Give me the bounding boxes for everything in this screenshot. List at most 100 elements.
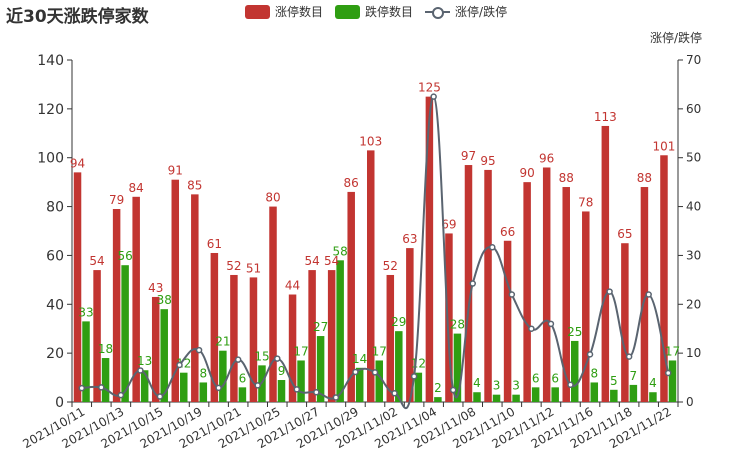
bar-down xyxy=(512,394,520,402)
data-label-up: 52 xyxy=(226,259,241,273)
data-label-up: 88 xyxy=(559,171,574,185)
y2-tick-label: 10 xyxy=(686,346,701,360)
bar-down xyxy=(101,358,110,402)
data-label-up: 103 xyxy=(359,134,382,148)
bar-up xyxy=(191,194,199,402)
data-label-up: 88 xyxy=(637,171,652,185)
data-label-down: 12 xyxy=(411,357,426,371)
bar-up xyxy=(288,294,297,402)
data-label-down: 17 xyxy=(665,344,680,358)
data-label-up: 91 xyxy=(168,164,183,178)
ratio-point xyxy=(508,291,516,298)
bar-up xyxy=(464,165,473,402)
data-label-down: 58 xyxy=(333,244,348,258)
legend-item-down[interactable]: 跌停数目 xyxy=(335,3,413,20)
ratio-point xyxy=(430,93,437,100)
legend-swatch-up xyxy=(245,4,270,19)
bar-up xyxy=(562,187,570,402)
bar-up xyxy=(503,240,512,402)
bar-up xyxy=(269,206,277,402)
ratio-point xyxy=(664,369,672,377)
data-label-up: 44 xyxy=(285,279,300,293)
data-label-down: 27 xyxy=(313,320,328,334)
data-label-down: 33 xyxy=(78,305,93,319)
ratio-point xyxy=(78,384,86,392)
bar-down xyxy=(395,331,403,402)
ratio-point xyxy=(234,356,242,363)
bar-up xyxy=(445,233,453,402)
data-label-up: 43 xyxy=(148,281,163,295)
bar-down xyxy=(610,389,618,402)
ratio-point xyxy=(254,382,261,389)
bar-up xyxy=(582,211,590,402)
y-tick-label: 80 xyxy=(46,200,64,216)
bar-up xyxy=(601,125,610,402)
ratio-point xyxy=(313,388,320,396)
data-label-down: 3 xyxy=(512,379,520,393)
bar-up xyxy=(640,187,649,402)
bar-up xyxy=(210,252,219,402)
data-label-up: 97 xyxy=(461,149,476,163)
data-label-down: 21 xyxy=(215,335,230,349)
bar-down xyxy=(140,370,149,402)
y-tick-label: 100 xyxy=(37,151,64,167)
y-tick-label: 20 xyxy=(46,346,64,362)
ratio-point xyxy=(547,320,555,328)
data-label-up: 69 xyxy=(441,217,456,231)
legend-label-ratio: 涨停/跌停 xyxy=(455,5,508,19)
legend-item-ratio[interactable]: 涨停/跌停 xyxy=(425,3,507,20)
y-tick-label: 40 xyxy=(46,297,64,313)
ratio-point xyxy=(293,386,301,393)
bar-down xyxy=(414,372,423,402)
bar-down xyxy=(336,260,344,402)
data-label-down: 4 xyxy=(649,376,657,390)
ratio-point xyxy=(586,351,594,358)
ratio-point xyxy=(274,355,281,362)
bar-down xyxy=(649,392,657,402)
y2-tick-label: 70 xyxy=(686,53,701,67)
bar-down xyxy=(473,392,481,402)
bar-down xyxy=(629,384,638,402)
data-label-down: 2 xyxy=(434,381,442,395)
data-label-up: 51 xyxy=(246,261,261,275)
legend-swatch-down xyxy=(335,4,361,19)
data-label-down: 5 xyxy=(610,374,618,388)
y2-tick-label: 40 xyxy=(686,200,701,214)
data-label-down: 14 xyxy=(352,352,367,366)
bar-down xyxy=(355,367,364,402)
bar-up xyxy=(484,169,492,402)
legend-item-up[interactable]: 涨停数目 xyxy=(245,3,323,20)
bar-down xyxy=(531,387,540,402)
ratio-point xyxy=(176,361,183,369)
bar-down xyxy=(570,340,579,402)
y2-tick-label: 20 xyxy=(686,297,701,311)
ratio-point xyxy=(645,291,652,298)
y2-tick-label: 0 xyxy=(686,395,694,409)
bar-up xyxy=(132,196,140,402)
data-label-down: 25 xyxy=(567,325,582,339)
bar-up xyxy=(660,155,668,402)
bar-down xyxy=(551,387,559,402)
ratio-point xyxy=(489,244,496,251)
data-label-down: 6 xyxy=(551,371,559,385)
bar-down xyxy=(453,333,462,402)
data-label-down: 3 xyxy=(493,379,501,393)
data-label-up: 54 xyxy=(89,254,104,268)
y-tick-label: 0 xyxy=(55,395,64,411)
bar-up xyxy=(327,270,336,402)
data-label-up: 113 xyxy=(594,110,617,124)
y-tick-label: 120 xyxy=(37,102,64,118)
chart-title: 近30天涨跌停家数 xyxy=(6,7,149,27)
ratio-point xyxy=(332,394,340,401)
bar-down xyxy=(180,372,188,402)
data-label-up: 90 xyxy=(519,166,534,180)
bar-down xyxy=(82,321,90,402)
data-label-up: 94 xyxy=(70,156,85,170)
bar-up xyxy=(308,270,316,402)
data-label-down: 17 xyxy=(293,344,308,358)
ratio-point xyxy=(391,390,398,397)
data-label-down: 15 xyxy=(254,349,269,363)
bar-down xyxy=(434,397,442,402)
ratio-point xyxy=(606,288,613,295)
